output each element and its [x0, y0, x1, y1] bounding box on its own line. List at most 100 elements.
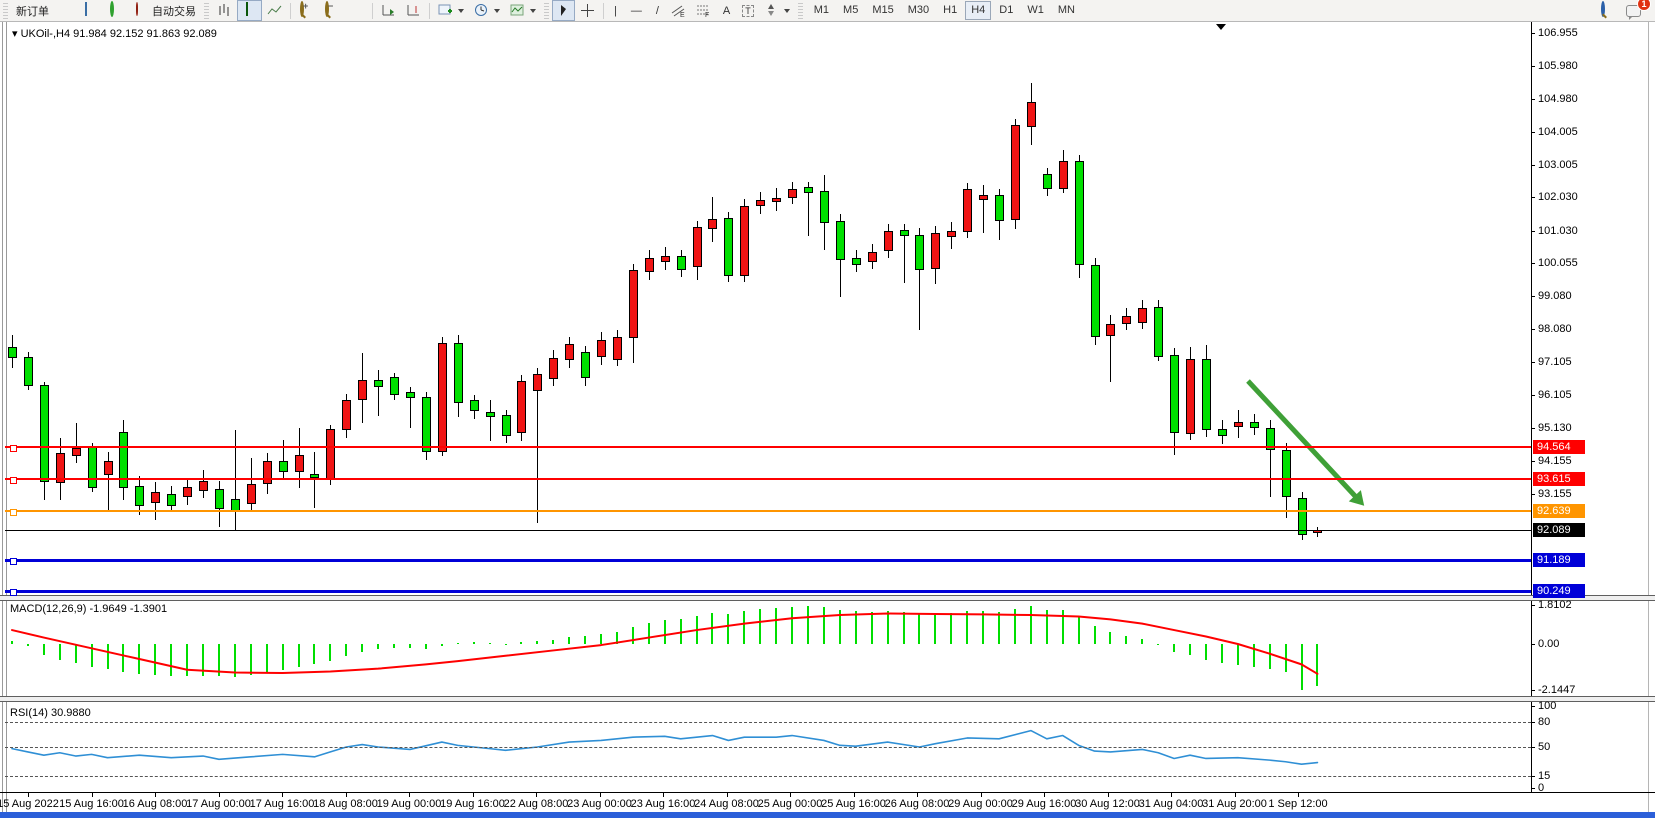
timeframe-d1-button[interactable]: D1	[999, 4, 1014, 16]
line-drag-handle[interactable]	[10, 444, 17, 452]
timeframe-m30-button[interactable]: M30	[907, 4, 930, 16]
line-drag-handle[interactable]	[10, 476, 17, 484]
auto-scroll-button[interactable]	[376, 0, 401, 21]
toolbar-drag-handle[interactable]	[797, 2, 803, 19]
arrows-tool-button[interactable]	[759, 0, 795, 21]
macd-histogram-bar	[775, 608, 778, 644]
horizontal-level-line[interactable]	[5, 445, 1531, 448]
candle	[931, 232, 941, 269]
line-drag-handle[interactable]	[10, 588, 17, 596]
macd-histogram-bar	[122, 644, 125, 672]
chat-button[interactable]: 1	[1620, 0, 1651, 21]
auto-scroll-icon	[381, 3, 396, 18]
timeframe-h4-button[interactable]: H4	[965, 1, 992, 20]
chart-shift-marker-icon[interactable]	[1216, 24, 1226, 30]
horizontal-level-line[interactable]	[5, 510, 1531, 513]
timeframe-m15-button[interactable]: M15	[872, 4, 894, 16]
terminal-button[interactable]	[79, 0, 104, 21]
main-price-pane	[0, 22, 1655, 595]
auto-trading-button[interactable]: 自动交易	[129, 0, 201, 21]
candle	[660, 255, 670, 262]
horizontal-line-tool-button[interactable]: —	[624, 0, 649, 21]
market-watch-button[interactable]	[54, 0, 79, 21]
date-axis-label: 25 Aug 16:00	[821, 798, 886, 810]
date-axis-tick	[155, 793, 156, 797]
vertical-line-tool-button[interactable]: |	[607, 0, 624, 21]
cursor-tool-button[interactable]	[552, 0, 575, 21]
candle	[612, 337, 622, 361]
signals-button[interactable]	[104, 0, 129, 21]
window-right-edge	[1648, 22, 1649, 812]
candle-chart-mode-button[interactable]	[237, 0, 262, 21]
horizontal-level-line[interactable]	[5, 589, 1531, 593]
candle	[628, 269, 638, 339]
candle-wick	[537, 367, 539, 524]
toolbar-drag-handle[interactable]	[544, 2, 549, 19]
candle	[485, 411, 495, 417]
macd-indicator-label: MACD(12,26,9) -1.9649 -1.3901	[10, 603, 168, 615]
chart-shift-button[interactable]	[401, 0, 426, 21]
timeframe-mn-button[interactable]: MN	[1057, 4, 1075, 16]
tile-windows-button[interactable]	[344, 0, 369, 21]
candle	[135, 485, 145, 506]
rsi-pane	[0, 700, 1655, 792]
toolbar-drag-handle[interactable]	[204, 2, 209, 19]
candle	[246, 483, 256, 504]
crosshair-tool-button[interactable]	[575, 0, 600, 21]
pane-splitter[interactable]	[0, 696, 1655, 702]
trendline-tool-button[interactable]: /	[649, 0, 666, 21]
rsi-axis-tick	[1531, 775, 1535, 777]
new-order-button[interactable]: 新订单	[16, 5, 49, 18]
candle	[899, 229, 909, 236]
timeframe-m5-button[interactable]: M5	[843, 4, 859, 16]
candle	[533, 373, 543, 391]
timeframe-h1-button[interactable]: H1	[943, 4, 958, 16]
macd-histogram-bar	[265, 644, 268, 673]
price-axis-tick	[1531, 329, 1535, 331]
channel-tool-button[interactable]: E	[666, 0, 691, 21]
candle	[1138, 308, 1148, 324]
macd-histogram-bar	[807, 605, 809, 644]
price-axis-tick	[1531, 65, 1535, 67]
macd-axis-tick	[1531, 605, 1535, 607]
price-axis-label: 104.005	[1538, 125, 1578, 138]
periods-button[interactable]	[469, 0, 505, 21]
macd-histogram-bar	[472, 641, 475, 644]
candle	[1217, 428, 1227, 436]
text-label-tool-button[interactable]: T	[737, 0, 759, 21]
search-button[interactable]	[1595, 0, 1620, 21]
pane-splitter[interactable]	[0, 595, 1655, 601]
horizontal-level-line[interactable]	[5, 477, 1531, 480]
candle	[119, 431, 129, 488]
price-axis-label: 104.980	[1538, 92, 1578, 105]
price-axis-border	[1531, 22, 1532, 792]
macd-histogram-bar	[11, 640, 13, 644]
zoom-in-button[interactable]: +	[294, 0, 319, 21]
line-chart-mode-button[interactable]	[262, 0, 287, 21]
rsi-axis-label: 0	[1538, 782, 1545, 794]
macd-pane	[0, 599, 1655, 696]
timeframe-w1-button[interactable]: W1	[1027, 4, 1044, 16]
templates-button[interactable]	[505, 0, 541, 21]
horizontal-level-line[interactable]	[5, 558, 1531, 562]
timeframe-m1-button[interactable]: M1	[813, 4, 830, 16]
text-tool-button[interactable]: A	[716, 0, 737, 21]
indicators-button[interactable]	[433, 0, 469, 21]
zoom-out-button[interactable]: −	[319, 0, 344, 21]
candle	[756, 199, 766, 206]
toolbar-drag-handle[interactable]	[3, 2, 8, 19]
line-drag-handle[interactable]	[10, 557, 17, 565]
search-icon	[1600, 1, 1615, 18]
line-drag-handle[interactable]	[10, 509, 17, 517]
bar-chart-mode-button[interactable]	[212, 0, 237, 21]
macd-histogram-bar	[1157, 643, 1160, 645]
fibonacci-tool-button[interactable]: F	[691, 0, 716, 21]
macd-histogram-bar	[297, 644, 300, 667]
date-axis-tick	[1171, 793, 1172, 797]
candle	[1122, 316, 1132, 325]
macd-histogram-bar	[329, 644, 332, 662]
candle	[740, 205, 750, 276]
macd-histogram-bar	[631, 626, 634, 644]
macd-histogram-bar	[1093, 625, 1096, 644]
macd-histogram-bar	[1316, 644, 1319, 687]
